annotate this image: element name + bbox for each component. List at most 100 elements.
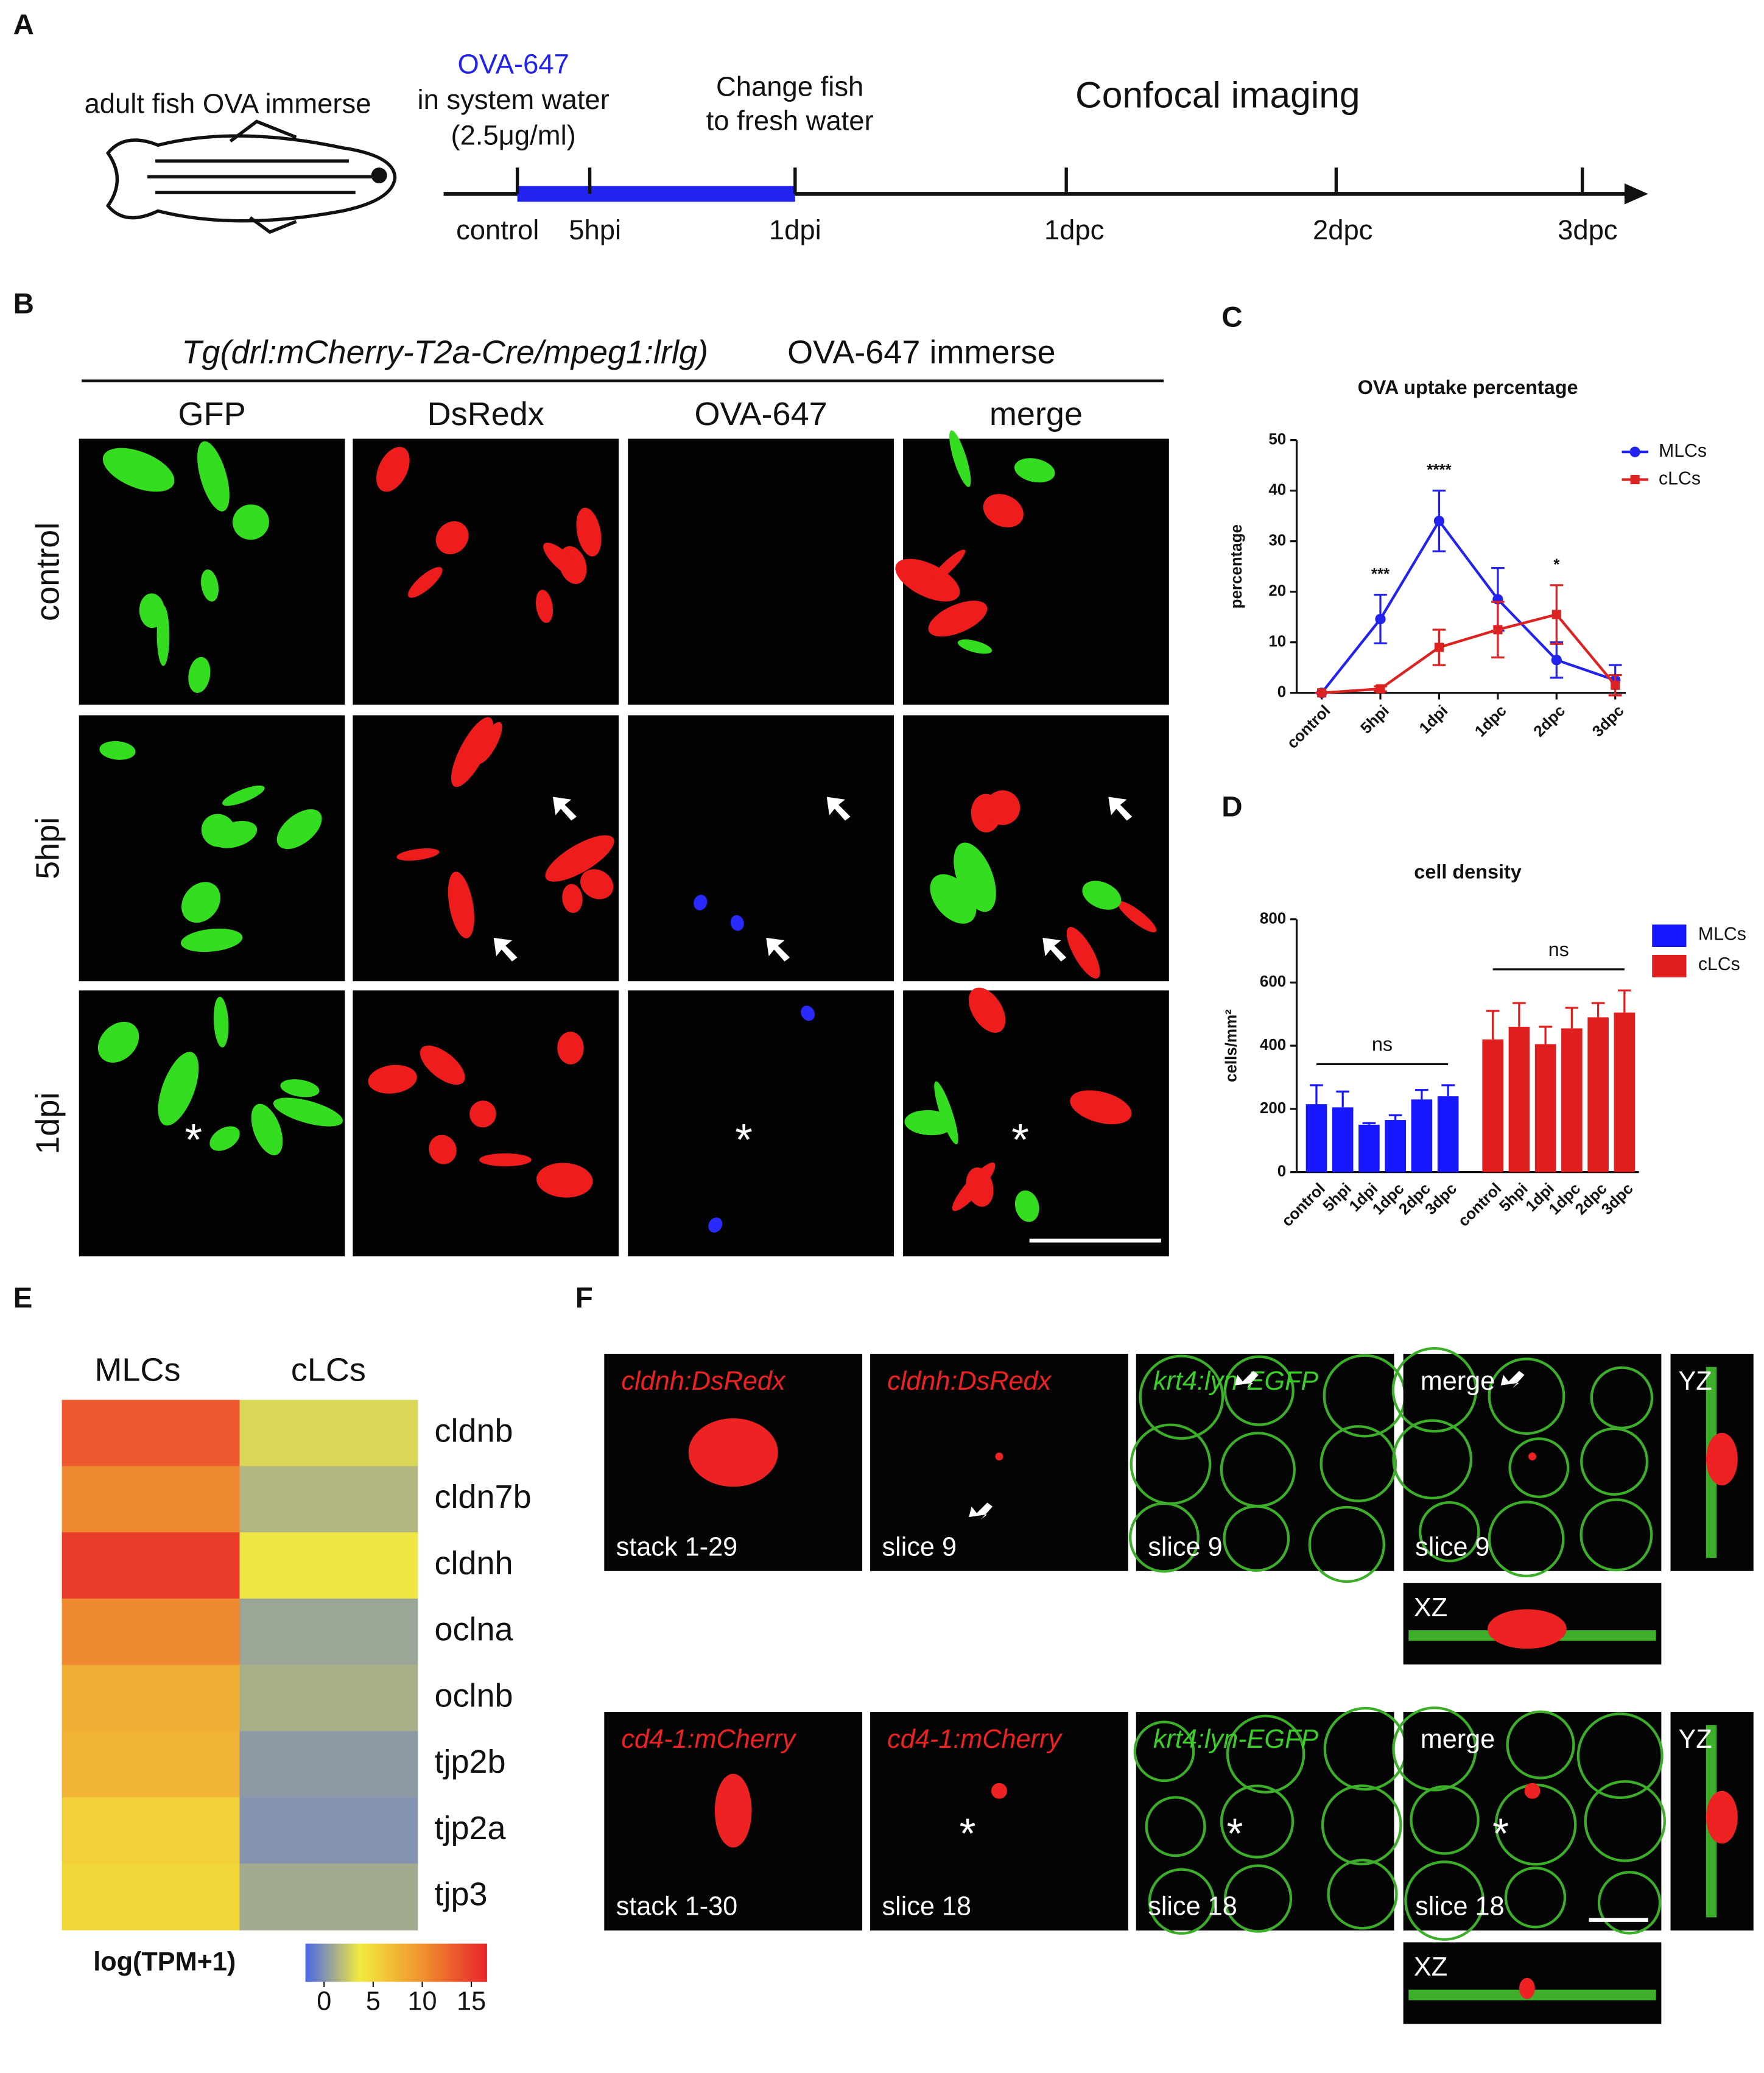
cell-outline: [1391, 1347, 1478, 1433]
x-tick-label: control: [1284, 702, 1334, 752]
cell: [1524, 1783, 1541, 1799]
x-tick-label: 1dpi: [1416, 702, 1452, 737]
cell: [694, 895, 708, 910]
slice-label: slice 18: [882, 1892, 972, 1921]
cell: [408, 567, 443, 598]
cell: [280, 1079, 320, 1097]
cell: [479, 1153, 532, 1167]
exposure-bar: [517, 186, 795, 202]
arrow: [493, 937, 518, 962]
timepoint-label: control: [456, 214, 539, 245]
bar: [1534, 1044, 1556, 1172]
error-bar: [1310, 1084, 1323, 1105]
cell: [1070, 1090, 1132, 1125]
colorbar-tick-label: 15: [457, 1987, 486, 2016]
cell: [251, 1103, 283, 1156]
point: [1551, 610, 1561, 619]
cell: [985, 790, 1021, 825]
arrow: [969, 1502, 993, 1520]
row-label: cldnh: [434, 1545, 513, 1582]
cell: [181, 882, 220, 923]
cell: [952, 1163, 996, 1211]
heat-cell: [239, 1664, 418, 1732]
micrograph: [903, 715, 1169, 982]
column-header: DsRedx: [427, 396, 544, 432]
y-tick-label: 200: [1260, 1100, 1286, 1117]
micrograph: [628, 990, 894, 1257]
timepoint-label: 2dpc: [1313, 214, 1372, 245]
arrow: [553, 797, 577, 821]
cell-outline: [1129, 1502, 1200, 1573]
slice-label: stack 1-29: [616, 1532, 737, 1561]
panel-letter: D: [1221, 791, 1242, 823]
timepoint-label: 1dpc: [1044, 214, 1104, 245]
bar: [1437, 1096, 1459, 1172]
series-line: [1320, 518, 1616, 694]
cell-outline: [1597, 1871, 1662, 1935]
legend-label: cLCs: [1659, 468, 1701, 488]
cell: [991, 1783, 1007, 1799]
cell: [801, 1005, 815, 1021]
heat-cell: [239, 1731, 418, 1798]
cell-outline: [1419, 1501, 1480, 1563]
point: [1376, 684, 1385, 694]
cell: [276, 809, 322, 850]
cell: [545, 835, 614, 882]
cell-outline: [1145, 1796, 1206, 1857]
cell-outline: [1580, 1427, 1649, 1496]
error-bar: [1441, 1084, 1455, 1097]
cell: [102, 448, 175, 492]
error-bar: [1513, 1002, 1526, 1027]
heat-cell: [239, 1532, 418, 1600]
colorbar-tick-label: 5: [366, 1987, 381, 2016]
channel-label: cldnh:DsRedx: [621, 1367, 785, 1396]
x-tick-label: 5hpi: [1496, 1180, 1531, 1216]
y-tick-label: 20: [1268, 583, 1286, 600]
colorbar-label: log(TPM+1): [93, 1947, 236, 1976]
transgene-label: Tg(drl:mCherry-T2a-Cre/mpeg1:lrlg): [181, 334, 708, 370]
asterisk: *: [1226, 1810, 1243, 1857]
row-label: 1dpi: [29, 1093, 66, 1155]
arrow: [1042, 937, 1067, 962]
cell: [201, 569, 219, 602]
bar: [1332, 1107, 1354, 1172]
point: [1551, 655, 1562, 666]
panel-letter: F: [575, 1282, 593, 1314]
cell: [730, 915, 744, 931]
colorbar: [305, 1943, 487, 1982]
change-line: to fresh water: [706, 105, 874, 136]
slice-label: slice 18: [1415, 1892, 1505, 1921]
cell: [1117, 901, 1157, 932]
row-label: control: [29, 523, 66, 621]
cell: [448, 871, 474, 938]
stain-line: (2.5μg/ml): [451, 119, 576, 150]
micrograph: [1136, 1712, 1394, 1930]
point: [1433, 515, 1445, 527]
cell: [197, 441, 230, 512]
cell: [201, 814, 236, 847]
xz-label: XZ: [1414, 1593, 1447, 1622]
cell: [1014, 1190, 1039, 1222]
y-tick-label: 10: [1268, 633, 1286, 650]
cell: [97, 1021, 139, 1063]
micrograph: [628, 715, 894, 982]
column-header: MLCs: [94, 1352, 180, 1388]
asterisk: *: [1011, 1114, 1029, 1165]
significance: ****: [1427, 462, 1452, 479]
cell: [904, 1110, 955, 1136]
cell: [1528, 1452, 1536, 1461]
error-bar: [1362, 1122, 1376, 1125]
x-tick-label: 1dpc: [1472, 702, 1510, 741]
cell-outline: [1576, 1712, 1664, 1800]
arrow: [1108, 797, 1133, 821]
cell: [929, 549, 966, 584]
cell-outline: [1488, 1357, 1565, 1435]
cell: [99, 741, 136, 760]
cell: [180, 928, 243, 952]
cell-outline: [1590, 1366, 1654, 1430]
chart-title: OVA uptake percentage: [1358, 376, 1578, 398]
legend-swatch: [1652, 924, 1687, 947]
row-label: oclnb: [434, 1677, 513, 1714]
